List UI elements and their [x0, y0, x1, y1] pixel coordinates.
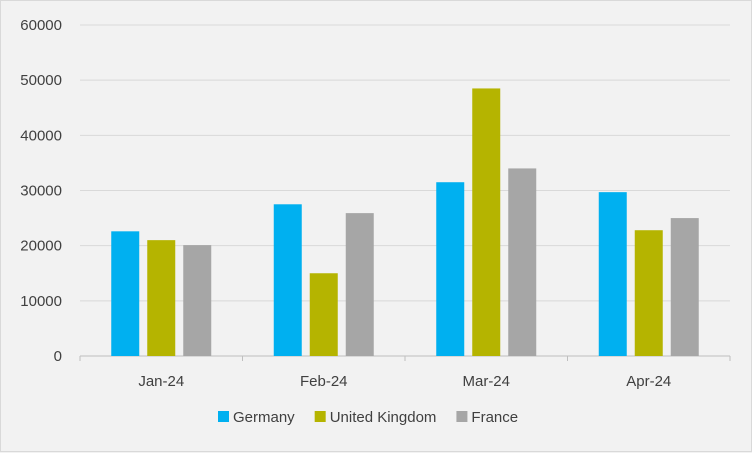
- bar-germany-feb-24: [273, 204, 302, 356]
- bar-france-apr-24: [670, 218, 699, 356]
- gridlines: [79, 24, 731, 361]
- y-tick-label: 30000: [20, 183, 62, 200]
- y-tick-label: 20000: [20, 238, 62, 255]
- legend-swatch: [456, 411, 468, 422]
- y-tick-label: 50000: [20, 72, 62, 89]
- legend-swatch: [314, 411, 326, 422]
- bar-germany-apr-24: [598, 192, 627, 356]
- x-tick-label: Jan-24: [138, 373, 184, 390]
- y-tick-label: 40000: [20, 127, 62, 144]
- bar-united-kingdom-mar-24: [472, 88, 501, 357]
- x-tick-label: Apr-24: [626, 373, 671, 390]
- x-tick-label: Feb-24: [300, 373, 348, 390]
- bar-germany-mar-24: [436, 182, 465, 356]
- y-axis-ticks: 0 10000 20000 30000 40000 50000 60000: [20, 17, 62, 365]
- x-tick-label: Mar-24: [462, 373, 510, 390]
- bar-united-kingdom-jan-24: [147, 240, 176, 356]
- legend-swatch: [218, 411, 229, 422]
- legend: Germany United Kingdom France: [218, 409, 518, 426]
- legend-label: United Kingdom: [330, 409, 437, 426]
- legend-label: Germany: [233, 409, 295, 426]
- bar-united-kingdom-feb-24: [309, 273, 338, 356]
- y-tick-label: 10000: [20, 293, 62, 310]
- bar-france-feb-24: [345, 213, 374, 356]
- bar-france-jan-24: [183, 245, 212, 356]
- bar-united-kingdom-apr-24: [634, 230, 663, 356]
- bar-france-mar-24: [508, 168, 537, 356]
- legend-label: France: [471, 409, 518, 426]
- y-tick-label: 60000: [20, 17, 62, 34]
- bar-germany-jan-24: [111, 231, 140, 356]
- y-tick-label: 0: [54, 348, 62, 365]
- x-axis-ticks: Jan-24 Feb-24 Mar-24 Apr-24: [138, 373, 671, 390]
- bars: [111, 88, 699, 357]
